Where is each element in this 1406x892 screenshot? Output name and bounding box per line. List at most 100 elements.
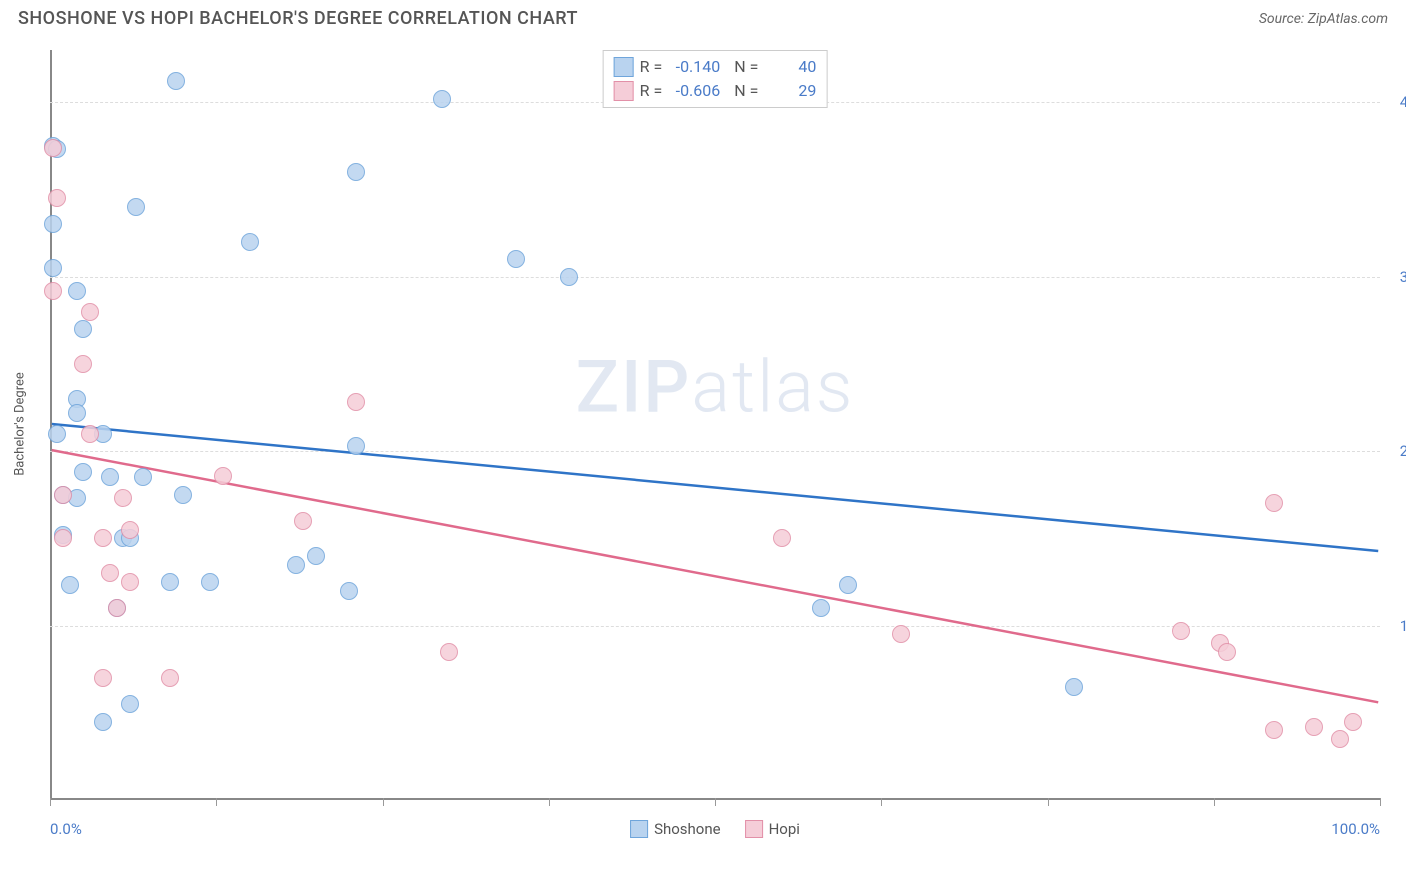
data-point bbox=[44, 259, 62, 277]
data-point bbox=[94, 669, 112, 687]
data-point bbox=[773, 529, 791, 547]
data-point bbox=[74, 355, 92, 373]
data-point bbox=[507, 250, 525, 268]
legend-swatch-hopi bbox=[614, 81, 634, 101]
data-point bbox=[287, 556, 305, 574]
data-point bbox=[134, 468, 152, 486]
legend-swatch-shoshone bbox=[630, 820, 648, 838]
data-point bbox=[1344, 713, 1362, 731]
scatter-chart: Bachelor's Degree ZIPatlas 10.0%20.0%30.… bbox=[50, 50, 1380, 800]
x-tick bbox=[1380, 798, 1381, 806]
data-point bbox=[48, 425, 66, 443]
series-legend: Shoshone Hopi bbox=[630, 820, 800, 838]
x-tick bbox=[1048, 798, 1049, 806]
data-point bbox=[101, 468, 119, 486]
data-point bbox=[307, 547, 325, 565]
data-point bbox=[1265, 721, 1283, 739]
legend-item-hopi: Hopi bbox=[745, 820, 800, 838]
legend-n-value-hopi: 29 bbox=[764, 79, 816, 103]
data-point bbox=[108, 599, 126, 617]
y-tick-label: 10.0% bbox=[1400, 617, 1406, 635]
legend-r-value-hopi: -0.606 bbox=[668, 79, 720, 103]
data-point bbox=[121, 573, 139, 591]
data-point bbox=[294, 512, 312, 530]
legend-label-hopi: Hopi bbox=[769, 820, 800, 838]
x-tick bbox=[383, 798, 384, 806]
data-point bbox=[241, 233, 259, 251]
data-point bbox=[121, 521, 139, 539]
watermark: ZIPatlas bbox=[576, 344, 855, 429]
data-point bbox=[892, 625, 910, 643]
data-point bbox=[94, 529, 112, 547]
data-point bbox=[44, 139, 62, 157]
data-point bbox=[1265, 494, 1283, 512]
watermark-zip: ZIP bbox=[576, 344, 692, 429]
data-point bbox=[201, 573, 219, 591]
legend-r-value-shoshone: -0.140 bbox=[668, 55, 720, 79]
data-point bbox=[61, 576, 79, 594]
x-tick bbox=[1214, 798, 1215, 806]
y-axis-line bbox=[50, 50, 52, 798]
data-point bbox=[68, 404, 86, 422]
legend-n-value-shoshone: 40 bbox=[764, 55, 816, 79]
gridline bbox=[50, 451, 1380, 452]
data-point bbox=[1331, 730, 1349, 748]
legend-n-label: N = bbox=[726, 55, 758, 79]
x-tick bbox=[50, 798, 51, 806]
x-tick bbox=[715, 798, 716, 806]
legend-r-label: R = bbox=[640, 55, 663, 79]
y-tick-label: 40.0% bbox=[1400, 93, 1406, 111]
x-tick-label-max: 100.0% bbox=[1331, 820, 1380, 838]
y-tick-label: 30.0% bbox=[1400, 268, 1406, 286]
data-point bbox=[347, 437, 365, 455]
data-point bbox=[54, 529, 72, 547]
data-point bbox=[68, 282, 86, 300]
legend-row-shoshone: R = -0.140 N = 40 bbox=[614, 55, 817, 79]
data-point bbox=[81, 425, 99, 443]
chart-source: Source: ZipAtlas.com bbox=[1259, 11, 1388, 27]
correlation-legend: R = -0.140 N = 40 R = -0.606 N = 29 bbox=[603, 50, 828, 108]
data-point bbox=[48, 189, 66, 207]
legend-swatch-hopi bbox=[745, 820, 763, 838]
data-point bbox=[440, 643, 458, 661]
data-point bbox=[347, 393, 365, 411]
data-point bbox=[1218, 643, 1236, 661]
watermark-atlas: atlas bbox=[691, 344, 854, 429]
data-point bbox=[44, 215, 62, 233]
gridline bbox=[50, 277, 1380, 278]
data-point bbox=[1172, 622, 1190, 640]
data-point bbox=[839, 576, 857, 594]
chart-title: SHOSHONE VS HOPI BACHELOR'S DEGREE CORRE… bbox=[18, 8, 578, 29]
data-point bbox=[127, 198, 145, 216]
data-point bbox=[161, 573, 179, 591]
data-point bbox=[54, 486, 72, 504]
x-tick-label-min: 0.0% bbox=[50, 820, 82, 838]
x-tick bbox=[549, 798, 550, 806]
data-point bbox=[1305, 718, 1323, 736]
data-point bbox=[340, 582, 358, 600]
data-point bbox=[560, 268, 578, 286]
data-point bbox=[101, 564, 119, 582]
y-axis-label: Bachelor's Degree bbox=[13, 372, 28, 476]
data-point bbox=[1065, 678, 1083, 696]
legend-r-label: R = bbox=[640, 79, 663, 103]
legend-label-shoshone: Shoshone bbox=[654, 820, 721, 838]
data-point bbox=[161, 669, 179, 687]
data-point bbox=[812, 599, 830, 617]
y-tick-label: 20.0% bbox=[1400, 442, 1406, 460]
data-point bbox=[44, 282, 62, 300]
data-point bbox=[74, 463, 92, 481]
data-point bbox=[433, 90, 451, 108]
data-point bbox=[347, 163, 365, 181]
legend-row-hopi: R = -0.606 N = 29 bbox=[614, 79, 817, 103]
data-point bbox=[94, 713, 112, 731]
x-tick bbox=[881, 798, 882, 806]
data-point bbox=[81, 303, 99, 321]
legend-n-label: N = bbox=[726, 79, 758, 103]
data-point bbox=[114, 489, 132, 507]
legend-item-shoshone: Shoshone bbox=[630, 820, 721, 838]
trend-lines bbox=[50, 50, 1380, 798]
data-point bbox=[214, 467, 232, 485]
data-point bbox=[121, 695, 139, 713]
chart-header: SHOSHONE VS HOPI BACHELOR'S DEGREE CORRE… bbox=[0, 0, 1406, 33]
